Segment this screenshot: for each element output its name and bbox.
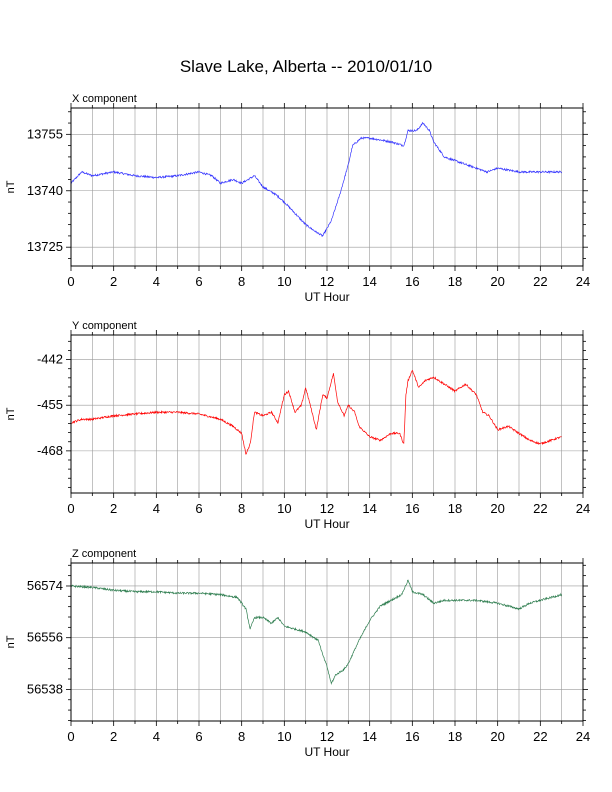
y-axis-label: nT (5, 407, 17, 420)
trace-line (70, 369, 562, 455)
x-tick-label: 14 (362, 501, 376, 516)
y-tick-label: -455 (37, 397, 63, 412)
x-tick-label: 24 (576, 274, 590, 289)
x-tick-label: 16 (405, 274, 419, 289)
y-tick-label: 13725 (27, 239, 63, 254)
x-tick-label: 10 (277, 274, 291, 289)
x-tick-label: 0 (67, 501, 74, 516)
x-tick-label: 0 (67, 729, 74, 744)
trace-line (70, 121, 562, 237)
x-axis-label: UT Hour (304, 745, 349, 759)
y-tick-label: 56538 (27, 681, 63, 696)
x-tick-label: 20 (490, 501, 504, 516)
panel-title: Z component (72, 548, 136, 560)
x-tick-label: 6 (195, 729, 202, 744)
x-tick-label: 18 (448, 274, 462, 289)
x-tick-label: 8 (238, 501, 245, 516)
x-tick-label: 12 (320, 501, 334, 516)
x-tick-label: 2 (110, 501, 117, 516)
y-tick-label: 13755 (27, 126, 63, 141)
x-tick-label: 4 (153, 501, 160, 516)
x-tick-label: 24 (576, 729, 590, 744)
panel-title: Y component (72, 320, 137, 332)
y-axis-label: nT (5, 180, 17, 193)
x-tick-label: 12 (320, 274, 334, 289)
x-axis-label: UT Hour (304, 517, 349, 531)
x-tick-label: 10 (277, 729, 291, 744)
x-tick-label: 24 (576, 501, 590, 516)
x-tick-label: 8 (238, 274, 245, 289)
x-tick-label: 22 (533, 729, 547, 744)
x-tick-label: 22 (533, 501, 547, 516)
panel-title: X component (72, 93, 137, 105)
x-tick-label: 14 (362, 729, 376, 744)
x-axis-label: UT Hour (304, 290, 349, 304)
x-tick-label: 10 (277, 501, 291, 516)
y-tick-label: -442 (37, 352, 63, 367)
x-tick-label: 8 (238, 729, 245, 744)
x-tick-label: 2 (110, 729, 117, 744)
x-tick-label: 18 (448, 501, 462, 516)
y-tick-label: 13740 (27, 183, 63, 198)
y-tick-label: 56556 (27, 630, 63, 645)
x-tick-label: 4 (153, 729, 160, 744)
x-tick-label: 16 (405, 501, 419, 516)
x-tick-label: 4 (153, 274, 160, 289)
x-tick-label: 6 (195, 501, 202, 516)
trace-line (70, 579, 563, 685)
x-tick-label: 0 (67, 274, 74, 289)
x-tick-label: 20 (490, 274, 504, 289)
x-tick-label: 16 (405, 729, 419, 744)
x-tick-label: 6 (195, 274, 202, 289)
x-tick-label: 20 (490, 729, 504, 744)
chart-title: Slave Lake, Alberta -- 2010/01/10 (179, 57, 433, 76)
y-axis-label: nT (5, 635, 17, 648)
x-tick-label: 22 (533, 274, 547, 289)
y-tick-label: 56574 (27, 578, 63, 593)
x-tick-label: 2 (110, 274, 117, 289)
y-tick-label: -468 (37, 443, 63, 458)
x-tick-label: 12 (320, 729, 334, 744)
x-tick-label: 18 (448, 729, 462, 744)
x-tick-label: 14 (362, 274, 376, 289)
